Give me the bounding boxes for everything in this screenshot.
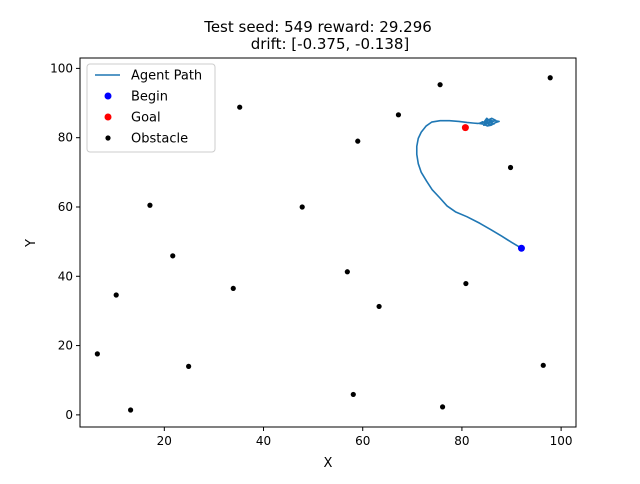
obstacle-point-5 [186, 363, 192, 369]
x-axis-label: X [324, 456, 333, 471]
y-tick-label-3: 60 [58, 200, 73, 214]
obstacle-point-11 [355, 138, 361, 144]
obstacle-point-16 [463, 280, 469, 287]
axes-layer: 20 40 60 80 100 0 20 40 60 80 100 [50, 57, 577, 448]
obstacle-point-10 [350, 391, 356, 398]
legend-label-0: Agent Path [131, 69, 202, 84]
agent-path-line [415, 117, 523, 250]
obstacle-point-15 [439, 404, 446, 410]
obstacle-point-7 [237, 104, 243, 110]
y-axis-label: Y [24, 239, 39, 248]
legend-label-3: Obstacle [131, 132, 188, 147]
obstacle-point-6 [230, 285, 236, 292]
chart-title-line1: Test seed: 549 reward: 29.296 [203, 18, 432, 36]
obstacle-point-0 [94, 351, 100, 357]
x-tick-label-2: 60 [355, 434, 370, 448]
y-tick-label-2: 40 [58, 269, 73, 283]
legend-swatch-1 [104, 92, 112, 100]
goal-point [461, 124, 469, 132]
chart-title-line2: drift: [-0.375, -0.138] [251, 35, 410, 53]
y-tick-label-4: 80 [58, 131, 73, 145]
obstacle-point-9 [344, 269, 350, 275]
obstacle-point-4 [170, 253, 176, 259]
legend-label-1: Begin [131, 90, 168, 105]
x-tick-label-1: 40 [256, 434, 271, 448]
legend: Agent Path Begin Goal Obstacle [86, 63, 216, 153]
legend-swatch-2 [104, 113, 112, 121]
marks-layer [94, 75, 553, 413]
legend-swatch-3 [105, 135, 111, 141]
obstacle-point-3 [147, 202, 153, 208]
legend-label-2: Goal [131, 111, 161, 126]
x-tick-label-3: 80 [454, 434, 469, 448]
obstacle-point-17 [507, 164, 514, 171]
obstacle-point-18 [540, 362, 546, 368]
legend-box [86, 63, 216, 153]
x-tick-label-0: 20 [157, 434, 172, 448]
begin-point [517, 244, 525, 252]
obstacle-point-14 [437, 82, 443, 88]
y-tick-label-5: 100 [50, 61, 73, 75]
obstacle-point-12 [376, 303, 382, 310]
obstacle-point-13 [395, 112, 402, 118]
y-tick-label-0: 0 [65, 408, 73, 422]
plot-frame [79, 57, 577, 428]
obstacle-point-8 [299, 204, 305, 210]
y-tick-label-1: 20 [58, 339, 73, 353]
x-tick-label-4: 100 [550, 434, 573, 448]
obstacle-point-19 [547, 75, 553, 81]
obstacle-point-2 [113, 292, 119, 298]
obstacle-point-1 [127, 407, 134, 413]
